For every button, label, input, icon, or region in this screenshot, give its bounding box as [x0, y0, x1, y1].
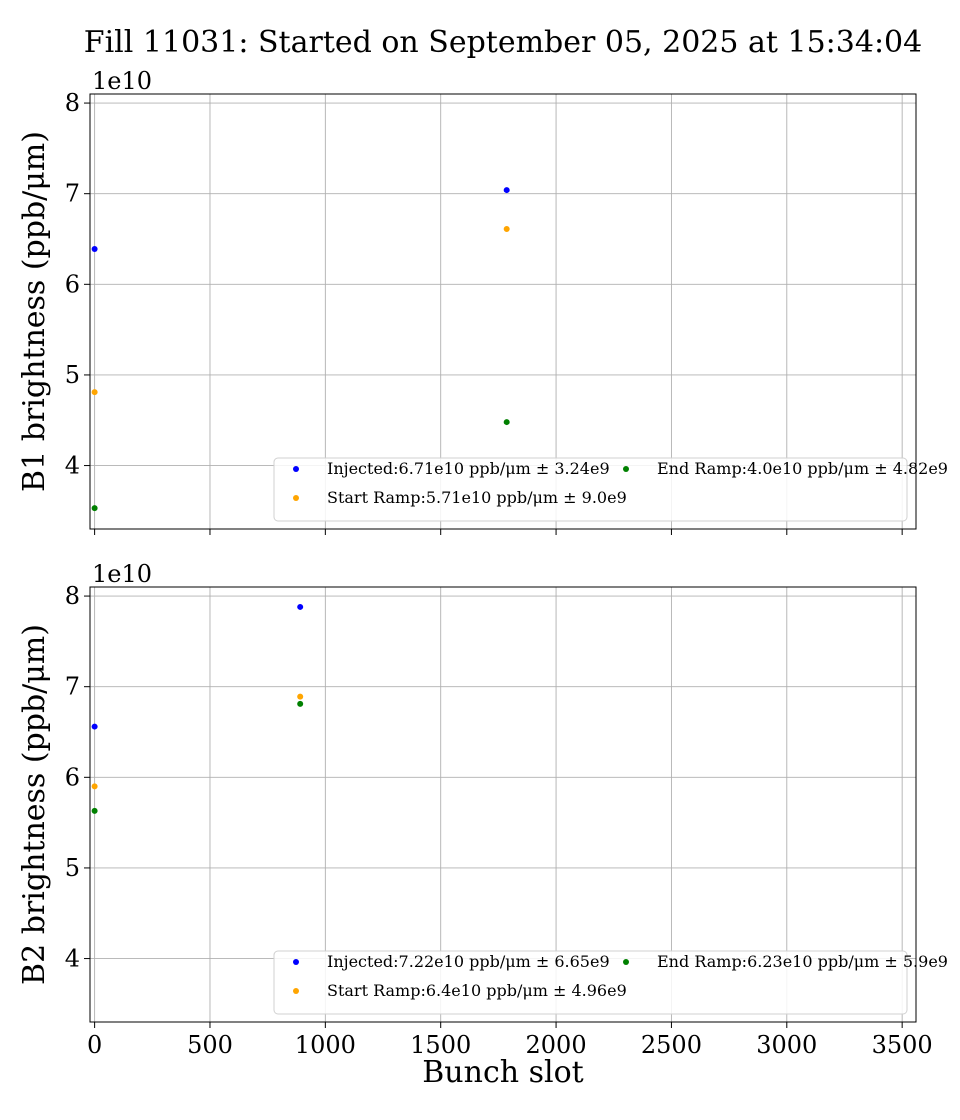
- y-tick-label: 6: [65, 763, 80, 791]
- y-tick-label: 7: [65, 180, 80, 208]
- legend-marker: [293, 988, 299, 994]
- data-point: [91, 783, 98, 790]
- y-offset-label: 1e10: [92, 560, 152, 588]
- data-point: [503, 187, 510, 194]
- data-point: [91, 389, 98, 396]
- y-tick-label: 7: [65, 673, 80, 701]
- data-point: [91, 807, 98, 814]
- x-tick-label: 2000: [526, 1031, 587, 1059]
- legend-entry: End Ramp:6.23e10 ppb/μm ± 5.9e9: [657, 952, 948, 971]
- b2-brightness-panel: 0 500 1000 1500 2000 2500 3000 3500 4 5 6 7 8 1e10 B2 …: [17, 560, 948, 1059]
- b1-brightness-panel: 4 5 6 7 8 1e10 B1 brightness (ppb/μm) Injected:…: [17, 67, 948, 535]
- legend-entry: Injected:6.71e10 ppb/μm ± 3.24e9: [327, 459, 610, 478]
- axes-frame: [89, 93, 917, 530]
- y-tick-label: 5: [65, 854, 80, 882]
- x-tick-label: 1500: [410, 1031, 471, 1059]
- x-tick-label: 3500: [872, 1031, 933, 1059]
- legend-entry: Start Ramp:6.4e10 ppb/μm ± 4.96e9: [327, 981, 627, 1000]
- axes-frame: [89, 586, 917, 1023]
- x-axis-label: Bunch slot: [422, 1055, 583, 1090]
- data-point: [91, 245, 98, 252]
- y-axis-label: B1 brightness (ppb/μm): [17, 131, 52, 492]
- y-tick-label: 6: [65, 270, 80, 298]
- data-point: [91, 723, 98, 730]
- legend-marker: [293, 495, 299, 501]
- data-point: [297, 700, 304, 707]
- x-tick-label: 500: [187, 1031, 233, 1059]
- y-axis-label: B2 brightness (ppb/μm): [17, 624, 52, 985]
- y-tick-label: 5: [65, 361, 80, 389]
- y-tick-label: 8: [65, 89, 80, 117]
- data-point: [91, 505, 98, 512]
- legend-marker: [293, 959, 299, 965]
- data-point: [503, 419, 510, 426]
- legend-box: [273, 457, 908, 522]
- y-tick-label: 4: [65, 945, 80, 973]
- legend-entry: Start Ramp:5.71e10 ppb/μm ± 9.0e9: [327, 488, 627, 507]
- legend-entry: End Ramp:4.0e10 ppb/μm ± 4.82e9: [657, 459, 948, 478]
- y-tick-label: 4: [65, 452, 80, 480]
- figure-title: Fill 11031: Started on September 05, 202…: [84, 25, 922, 60]
- data-point: [297, 603, 304, 610]
- y-offset-label: 1e10: [92, 67, 152, 95]
- legend-entry: Injected:7.22e10 ppb/μm ± 6.65e9: [327, 952, 610, 971]
- y-tick-label: 8: [65, 582, 80, 610]
- legend-marker: [623, 466, 629, 472]
- legend-marker: [293, 466, 299, 472]
- data-point: [503, 226, 510, 233]
- data-point: [297, 693, 304, 700]
- legend-marker: [623, 959, 629, 965]
- x-tick-label: 2500: [641, 1031, 702, 1059]
- x-tick-label: 3000: [756, 1031, 817, 1059]
- x-tick-label: 0: [87, 1031, 102, 1059]
- legend-box: [273, 950, 908, 1015]
- x-tick-label: 1000: [295, 1031, 356, 1059]
